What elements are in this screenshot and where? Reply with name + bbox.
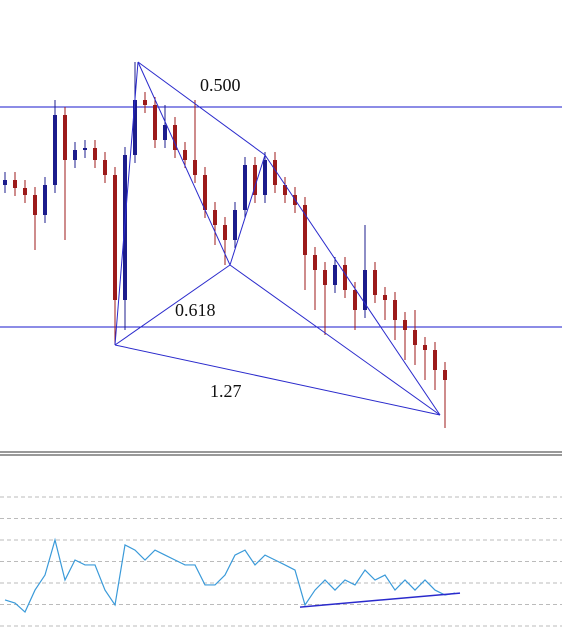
- candle-body: [333, 265, 337, 285]
- candle-body: [253, 165, 257, 195]
- candle-body: [23, 188, 27, 195]
- candle-body: [193, 160, 197, 175]
- pattern-line: [114, 61, 139, 346]
- candle-body: [223, 225, 227, 240]
- candle-body: [73, 150, 77, 160]
- candle-body: [33, 195, 37, 215]
- candle-body: [423, 345, 427, 350]
- candle-body: [353, 290, 357, 310]
- candle-body: [363, 270, 367, 310]
- fib-label: 1.27: [210, 381, 242, 401]
- trend-line: [299, 592, 461, 608]
- candle-body: [393, 300, 397, 320]
- candle-body: [53, 115, 57, 185]
- candle-body: [103, 160, 107, 175]
- candle-body: [243, 165, 247, 210]
- candle-body: [43, 185, 47, 215]
- pattern-line: [137, 61, 231, 266]
- candle-body: [163, 125, 167, 140]
- candle-body: [323, 270, 327, 285]
- candle-body: [383, 295, 387, 300]
- candle-body: [373, 270, 377, 295]
- pattern-line: [264, 154, 441, 416]
- candle-body: [343, 265, 347, 290]
- candle-body: [303, 205, 307, 255]
- candle-body: [283, 185, 287, 195]
- candle-body: [173, 125, 177, 150]
- pattern-line: [229, 154, 266, 266]
- pattern-line: [114, 264, 231, 346]
- candle-body: [133, 100, 137, 155]
- pattern-line: [137, 61, 266, 156]
- candle-body: [93, 148, 97, 160]
- candle-body: [3, 180, 7, 185]
- candle-body: [443, 370, 447, 380]
- pattern-line: [229, 264, 441, 416]
- candle-body: [313, 255, 317, 270]
- candle-body: [413, 330, 417, 345]
- candle-body: [213, 210, 217, 225]
- fib-label: 0.618: [175, 300, 216, 320]
- candle-body: [113, 175, 117, 300]
- candle-body: [13, 180, 17, 188]
- candle-body: [63, 115, 67, 160]
- candle-body: [403, 320, 407, 330]
- candle-body: [273, 160, 277, 185]
- candle-body: [233, 210, 237, 240]
- fib-label: 0.500: [200, 75, 241, 95]
- candle-body: [153, 105, 157, 140]
- candle-body: [143, 100, 147, 105]
- candle-body: [433, 350, 437, 370]
- candle-body: [263, 160, 267, 195]
- oscillator-line: [4, 537, 456, 614]
- candle-body: [83, 148, 87, 150]
- pattern-line: [114, 344, 441, 416]
- candle-body: [203, 175, 207, 210]
- candle-body: [183, 150, 187, 160]
